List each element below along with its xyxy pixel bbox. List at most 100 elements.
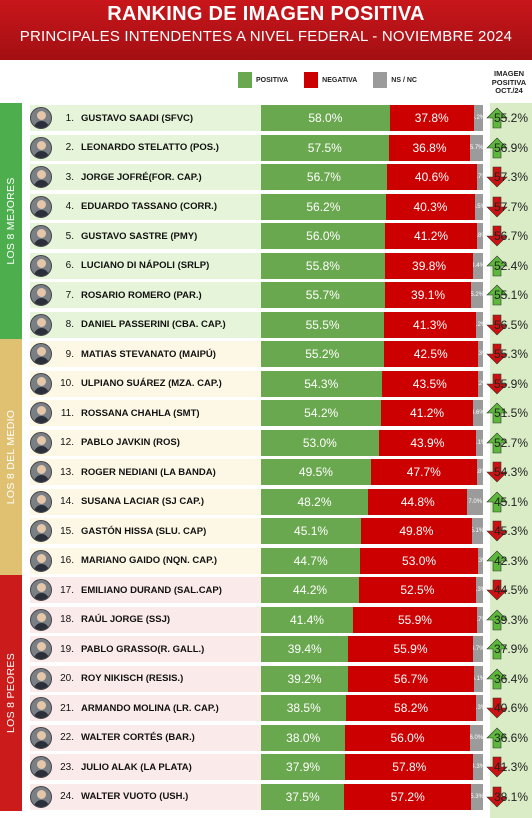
avatar — [30, 549, 52, 572]
mayor-name: ARMANDO MOLINA (LR. CAP.) — [81, 702, 219, 714]
previous-header-line2: POSITIVA — [491, 77, 527, 87]
mayor-name: MARIANO GAIDO (NQN. CAP.) — [81, 555, 217, 566]
avatar — [30, 726, 52, 749]
bar-nsnc: 2.7% — [476, 164, 483, 190]
row-label: 24. WALTER VUOTO (USH.) — [30, 783, 261, 810]
avatar — [30, 107, 52, 129]
bar-positive: 54.3% — [261, 370, 382, 397]
trend-up-arrow-icon — [486, 668, 508, 689]
ranking-row: 12. PABLO JAVKIN (ROS) 53.0%43.9%3.1% 52.7% — [22, 429, 528, 457]
rank-number: 21. — [60, 702, 74, 714]
previous-positive-value: 57.7% — [493, 199, 529, 214]
rank-number: 4. — [65, 201, 74, 212]
stacked-bar: 55.5%41.3%3.2% — [261, 311, 483, 338]
mayor-name: LEONARDO STELATTO (POS.) — [81, 142, 219, 153]
ranking-row: 22. WALTER CORTÉS (BAR.) 38.0% 56.0% 6.0% 36.… — [22, 724, 528, 752]
bar-nsnc: 3.5% — [475, 193, 483, 220]
stacked-bar: 44.7%53.0%2.3% — [261, 547, 483, 574]
previous-positive-value: 52.7% — [493, 435, 529, 450]
row-label: 7. ROSARIO ROMERO (PAR.) — [30, 282, 261, 308]
bar-negative: 41.2% — [385, 223, 477, 249]
row-label: 8. DANIEL PASSERINI (CBA. CAP.) — [30, 311, 261, 338]
avatar — [30, 697, 52, 719]
bar-negative: 42.5% — [383, 341, 478, 367]
ranking-row: 1. GUSTAVO SAADI (SFVC) 58.0%37.8%4.2% 55.2… — [22, 104, 528, 132]
bar-nsnc: 3.3% — [475, 695, 483, 721]
bar-nsnc: 2.8% — [476, 459, 483, 485]
rank-number: 6. — [65, 260, 74, 271]
stacked-bar: 57.5% 36.8% 5.7% — [261, 134, 483, 161]
mayor-name: JULIO ALAK (LA PLATA) — [81, 761, 192, 773]
previous-column-header: IMAGEN POSITIVA OCT./24 — [486, 69, 532, 96]
bar-negative: 36.8% — [388, 134, 471, 161]
legend-nsnc-label: NS / NC — [391, 76, 417, 84]
trend-up-arrow-icon — [486, 638, 508, 660]
trend-up-arrow-icon — [486, 491, 508, 512]
bar-nsnc: 7.0% — [467, 488, 483, 515]
bar-negative: 40.6% — [386, 164, 477, 190]
trend-down-arrow-icon — [486, 166, 508, 188]
row-label: 19. PABLO GRASSO(R. GALL.) — [30, 636, 261, 662]
avatar — [30, 579, 52, 601]
trend-up-arrow-icon — [486, 402, 508, 424]
rank-number: 13. — [60, 466, 74, 478]
bar-positive: 56.2% — [261, 193, 386, 220]
ranking-row: 17. EMILIANO DURAND (SAL.CAP) 44.2%52.5%3.… — [22, 576, 528, 604]
ranking-row: 20. ROY NIKISCH (RESIS.) 39.2%56.7%4.1% 36.… — [22, 665, 528, 693]
avatar — [30, 313, 52, 336]
rank-number: 5. — [65, 230, 74, 242]
bar-positive: 41.4% — [261, 606, 353, 633]
bar-positive: 38.5% — [261, 695, 347, 721]
mayor-name: WALTER VUOTO (USH.) — [81, 791, 189, 802]
bar-positive: 54.2% — [261, 400, 382, 426]
trend-up-arrow-icon — [486, 432, 508, 453]
trend-down-arrow-icon — [486, 786, 508, 807]
bar-negative: 57.8% — [345, 754, 474, 780]
avatar — [30, 343, 52, 365]
previous-positive-value: 41.3% — [493, 760, 529, 774]
group-band-2: LOS 8 PEORES — [0, 575, 22, 811]
trend-down-arrow-icon — [486, 579, 508, 601]
bar-negative: 55.9% — [348, 636, 473, 662]
ranking-row: 8. DANIEL PASSERINI (CBA. CAP.) 55.5% 41.3%… — [22, 311, 528, 339]
stacked-bar: 37.9%57.8%4.3% — [261, 754, 483, 780]
rank-number: 12. — [60, 437, 74, 448]
mayor-name: ULPIANO SUÁREZ (MZA. CAP.) — [81, 378, 222, 389]
previous-positive-value: 39.3% — [493, 612, 529, 627]
trend-down-arrow-icon — [486, 343, 508, 365]
rank-number: 11. — [60, 407, 74, 419]
group-band-1: LOS 8 DEL MEDIO — [0, 339, 22, 575]
trend-up-arrow-icon — [486, 550, 508, 571]
row-label: 14. SUSANA LACIAR (SJ CAP.) — [30, 488, 261, 515]
mayor-name: ROSSANA CHAHLA (SMT) — [81, 407, 200, 419]
ranking-row: 10. ULPIANO SUÁREZ (MZA. CAP.) 54.3% 43.5% 2… — [22, 370, 528, 398]
row-label: 3. JORGE JOFRÉ(FOR. CAP.) — [30, 164, 261, 190]
group-label: LOS 8 DEL MEDIO — [5, 409, 17, 505]
trend-down-arrow-icon — [486, 373, 508, 394]
previous-positive-value: 55.2% — [493, 111, 529, 125]
row-label: 9. MATIAS STEVANATO (MAIPÚ) — [30, 341, 261, 367]
stacked-bar: 55.8%39.8%4.4% — [261, 252, 483, 279]
bar-positive: 45.1% — [261, 518, 362, 544]
legend-positive-label: POSITIVA — [256, 76, 289, 84]
group-label: LOS 8 PEORES — [5, 652, 17, 734]
bar-positive: 49.5% — [261, 459, 371, 485]
bar-nsnc: 3.2% — [475, 311, 483, 338]
row-label: 12. PABLO JAVKIN (ROS) — [30, 429, 261, 456]
ranking-row: 5. GUSTAVO SASTRE (PMY) 56.0%41.2%2.8% 56.7… — [22, 222, 528, 250]
ranking-row: 23. JULIO ALAK (LA PLATA) 37.9%57.8%4.3% 41… — [22, 753, 528, 781]
avatar — [30, 284, 52, 306]
bar-positive: 37.9% — [261, 754, 346, 780]
stacked-bar: 41.4%55.9%2.7% — [261, 606, 483, 633]
bar-nsnc: 2.7% — [477, 606, 483, 633]
rank-number: 19. — [60, 643, 74, 655]
row-label: 10. ULPIANO SUÁREZ (MZA. CAP.) — [30, 370, 261, 397]
rank-number: 2. — [65, 142, 74, 153]
avatar — [30, 402, 52, 424]
rank-number: 14. — [60, 496, 74, 507]
group-label: LOS 8 MEJORES — [5, 177, 17, 265]
bar-positive: 48.2% — [261, 488, 368, 515]
stacked-bar: 56.2%40.3%3.5% — [261, 193, 483, 220]
bar-nsnc: 4.2% — [473, 105, 483, 131]
group-band-0: LOS 8 MEJORES — [0, 103, 22, 339]
